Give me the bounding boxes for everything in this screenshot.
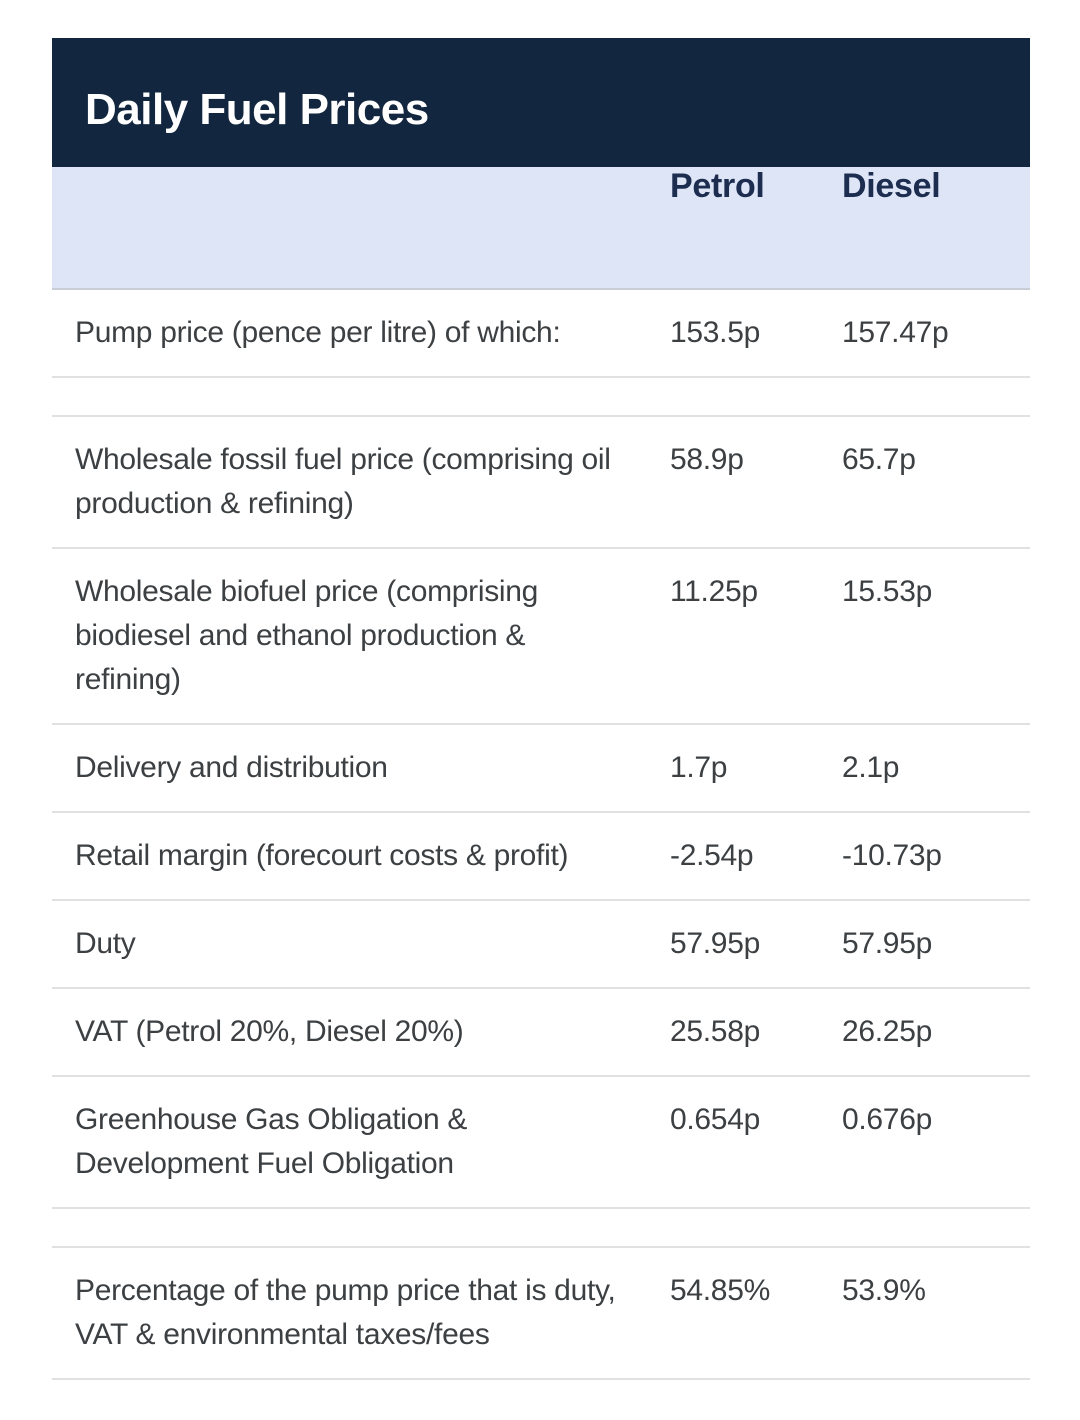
petrol-value: 153.5p [670, 316, 760, 349]
row-label: Pump price (pence per litre) of which: [75, 316, 561, 349]
diesel-value: 0.676p [842, 1103, 932, 1136]
table-body: Pump price (pence per litre) of which: 1… [52, 290, 1030, 1380]
row-label: Percentage of the pump price that is dut… [75, 1274, 616, 1351]
row-label: VAT (Petrol 20%, Diesel 20%) [75, 1015, 464, 1048]
petrol-value: 57.95p [670, 927, 760, 960]
diesel-value: 53.9% [842, 1274, 926, 1307]
spacer-row [52, 1209, 1030, 1248]
table-title: Daily Fuel Prices [85, 84, 429, 134]
petrol-value: -2.54p [670, 839, 754, 872]
petrol-value: 1.7p [670, 751, 728, 784]
diesel-value: 15.53p [842, 575, 932, 608]
row-label: Greenhouse Gas Obligation & Development … [75, 1103, 468, 1180]
diesel-value: 57.95p [842, 927, 932, 960]
table-title-bar: Daily Fuel Prices [52, 38, 1030, 167]
diesel-value: 65.7p [842, 443, 916, 476]
petrol-value: 54.85% [670, 1274, 770, 1307]
table-row: Duty 57.95p 57.95p [52, 901, 1030, 989]
diesel-value: -10.73p [842, 839, 942, 872]
petrol-value: 0.654p [670, 1103, 760, 1136]
column-header-diesel: Diesel [842, 167, 941, 205]
column-header-petrol: Petrol [670, 167, 765, 205]
table-row: Wholesale fossil fuel price (comprising … [52, 417, 1030, 549]
petrol-value: 25.58p [670, 1015, 760, 1048]
row-label: Wholesale biofuel price (comprising biod… [75, 575, 539, 696]
table-row: Delivery and distribution 1.7p 2.1p [52, 725, 1030, 813]
petrol-value: 58.9p [670, 443, 744, 476]
daily-fuel-prices-table: Daily Fuel Prices Petrol Diesel Pump pri… [52, 38, 1030, 1380]
table-row: VAT (Petrol 20%, Diesel 20%) 25.58p 26.2… [52, 989, 1030, 1077]
table-row: Retail margin (forecourt costs & profit)… [52, 813, 1030, 901]
table-row: Wholesale biofuel price (comprising biod… [52, 549, 1030, 725]
row-label: Delivery and distribution [75, 751, 388, 784]
row-label: Retail margin (forecourt costs & profit) [75, 839, 569, 872]
table-row: Pump price (pence per litre) of which: 1… [52, 290, 1030, 378]
table-row: Percentage of the pump price that is dut… [52, 1248, 1030, 1380]
diesel-value: 26.25p [842, 1015, 932, 1048]
petrol-value: 11.25p [670, 575, 758, 608]
column-header-row: Petrol Diesel [52, 167, 1030, 290]
row-label: Duty [75, 927, 136, 960]
diesel-value: 2.1p [842, 751, 900, 784]
table-row: Greenhouse Gas Obligation & Development … [52, 1077, 1030, 1209]
row-label: Wholesale fossil fuel price (comprising … [75, 443, 611, 520]
diesel-value: 157.47p [842, 316, 949, 349]
spacer-row [52, 378, 1030, 417]
